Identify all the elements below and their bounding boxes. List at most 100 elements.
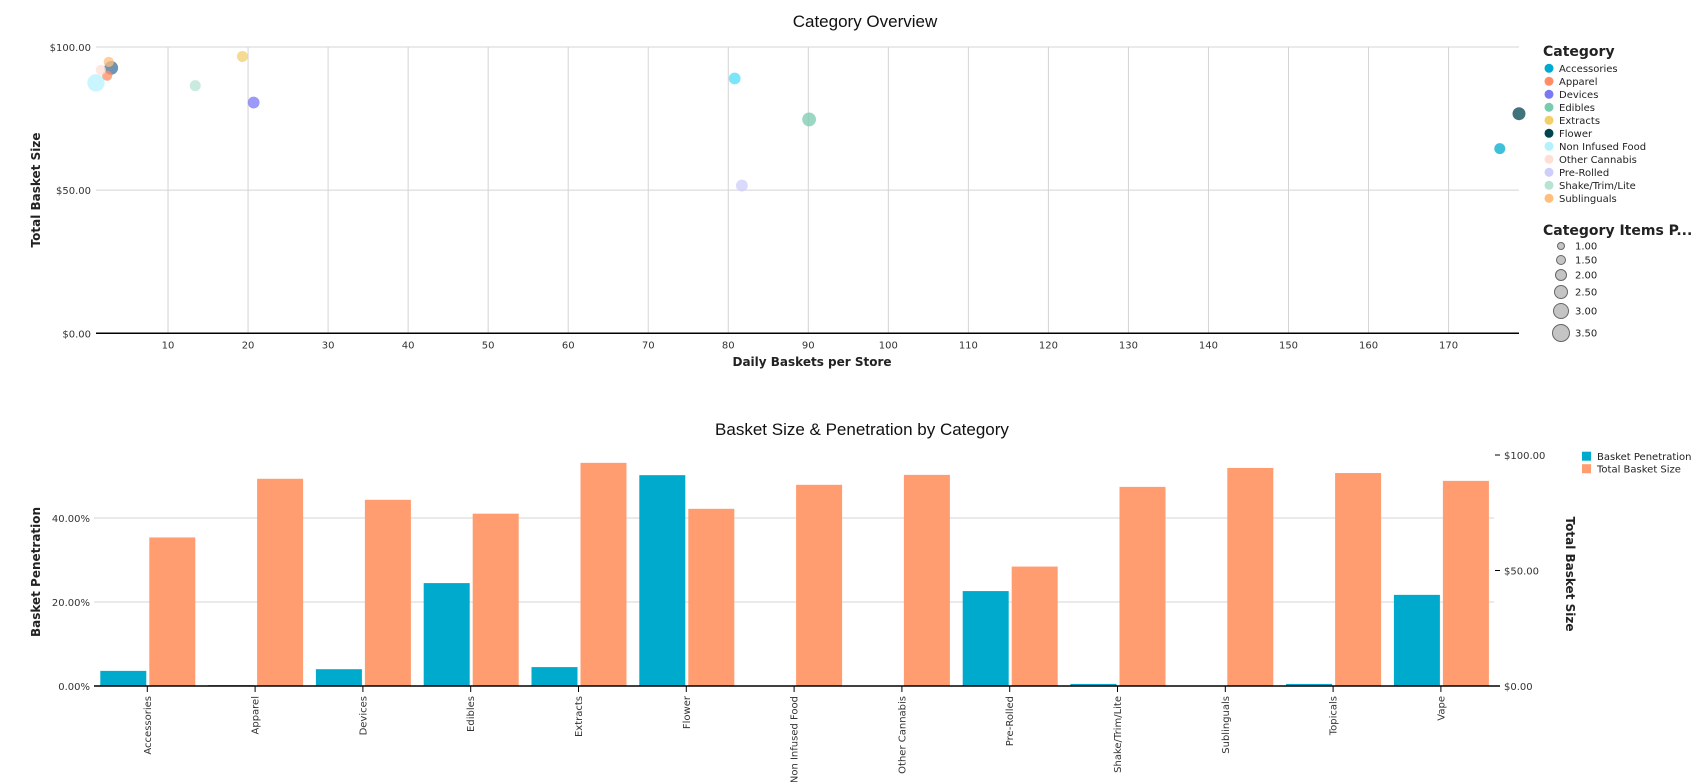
point-sublinguals (103, 56, 114, 67)
bar-total-basket-size (688, 508, 735, 686)
x-tick-label: 40 (402, 340, 415, 351)
bar-total-basket-size (903, 474, 950, 686)
legend-item-label: Basket Penetration (1597, 452, 1692, 463)
point-pre-rolled (735, 179, 748, 192)
x-tick-label: 160 (1359, 340, 1378, 351)
size-legend-label: 3.50 (1575, 329, 1597, 340)
x-tick-label: 30 (322, 340, 335, 351)
x-tick-label: 50 (482, 340, 495, 351)
category-overview-chart: Category Overview Daily Baskets per Stor… (29, 12, 1692, 369)
legend-swatch-icon (1582, 451, 1591, 461)
bar-basket-penetration (100, 670, 147, 686)
point-flower (1512, 107, 1526, 121)
legend-item-label: Shake/Trim/Lite (1559, 181, 1636, 192)
scatter-y-axis-label: Total Basket Size (29, 133, 43, 248)
bar-total-basket-size (1011, 566, 1058, 686)
category-label: Vape (1436, 696, 1447, 721)
category-label: Non Infused Food (790, 696, 801, 782)
legend-item-label: Devices (1559, 90, 1598, 101)
legend-item-label: Accessories (1559, 64, 1618, 75)
size-legend-circle-icon (1557, 242, 1565, 250)
x-tick-label: 20 (242, 340, 255, 351)
category-label: Accessories (143, 696, 154, 755)
x-tick-label: 130 (1119, 340, 1138, 351)
legend-item-label: Non Infused Food (1559, 142, 1646, 153)
point-devices (247, 96, 260, 109)
x-tick-label: 170 (1439, 340, 1458, 351)
x-tick-label: 80 (722, 340, 735, 351)
size-legend-circle-icon (1556, 255, 1566, 265)
bar-right-axis-label: Total Basket Size (1563, 517, 1577, 632)
size-legend-circle-icon (1552, 324, 1570, 342)
legend-swatch-icon (1582, 464, 1591, 474)
y-tick-label: $100.00 (50, 43, 91, 54)
size-legend-circle-icon (1555, 269, 1567, 281)
bar-total-basket-size (472, 513, 519, 686)
legend-swatch-icon (1544, 141, 1554, 151)
legend-item-label: Edibles (1559, 103, 1595, 114)
bar-basket-penetration (1070, 683, 1117, 686)
y-tick-label: $0.00 (62, 329, 91, 340)
legend-swatch-icon (1544, 154, 1554, 164)
legend-swatch-icon (1544, 89, 1554, 99)
category-label: Other Cannabis (897, 696, 908, 774)
x-tick-label: 120 (1039, 340, 1058, 351)
legend-item-label: Extracts (1559, 116, 1600, 127)
left-y-tick-label: 0.00% (58, 682, 90, 693)
legend-item-label: Apparel (1559, 77, 1598, 88)
bar-basket-penetration (962, 591, 1009, 686)
category-label: Apparel (251, 696, 262, 735)
x-tick-label: 70 (642, 340, 655, 351)
scatter-x-axis-label: Daily Baskets per Store (732, 355, 891, 369)
x-tick-label: 10 (162, 340, 175, 351)
bar-basket-penetration (639, 475, 686, 686)
legend-item-label: Total Basket Size (1596, 465, 1681, 476)
legend-swatch-icon (1544, 115, 1554, 125)
basket-size-penetration-chart: Basket Size & Penetration by Category Ba… (29, 420, 1692, 782)
color-legend-title: Category (1543, 44, 1615, 60)
right-y-tick-label: $0.00 (1504, 682, 1533, 693)
bar-left-axis-label: Basket Penetration (29, 507, 43, 637)
bar-basket-penetration (423, 583, 470, 686)
legend-item-label: Pre-Rolled (1559, 168, 1609, 179)
legend-swatch-icon (1544, 193, 1554, 203)
bar-total-basket-size (1227, 467, 1274, 686)
size-legend-label: 3.00 (1575, 307, 1597, 318)
legend-swatch-icon (1544, 102, 1554, 112)
bar-total-basket-size (796, 484, 843, 686)
size-legend-label: 1.00 (1575, 242, 1597, 253)
legend-swatch-icon (1544, 167, 1554, 177)
legend-item-label: Flower (1559, 129, 1593, 140)
x-tick-label: 100 (879, 340, 898, 351)
category-label: Pre-Rolled (1005, 696, 1016, 746)
point-non-infused-food (87, 74, 105, 92)
bar-basket-penetration (1393, 594, 1440, 686)
point-accessories (1494, 143, 1506, 155)
size-legend-label: 1.50 (1575, 256, 1597, 267)
x-tick-label: 60 (562, 340, 575, 351)
right-y-tick-label: $100.00 (1504, 451, 1545, 462)
bar-total-basket-size (257, 478, 304, 686)
legend-swatch-icon (1544, 76, 1554, 86)
bar-total-basket-size (1119, 486, 1166, 686)
bar-basket-penetration (1286, 683, 1333, 686)
x-tick-label: 150 (1279, 340, 1298, 351)
size-legend-circle-icon (1553, 303, 1569, 319)
scatter-title: Category Overview (793, 12, 938, 31)
right-y-tick-label: $50.00 (1504, 567, 1539, 578)
point-edibles (802, 112, 817, 127)
legend-item-label: Other Cannabis (1559, 155, 1637, 166)
bar-total-basket-size (1335, 473, 1382, 686)
category-label: Edibles (466, 696, 477, 732)
size-legend-label: 2.50 (1575, 288, 1597, 299)
left-y-tick-label: 20.00% (52, 598, 90, 609)
size-legend-circle-icon (1554, 285, 1568, 299)
x-tick-label: 90 (802, 340, 815, 351)
legend-swatch-icon (1544, 63, 1554, 73)
bar-total-basket-size (364, 499, 411, 686)
legend-swatch-icon (1544, 180, 1554, 190)
y-tick-label: $50.00 (56, 186, 91, 197)
point-vape (728, 72, 741, 85)
size-legend-label: 2.00 (1575, 271, 1597, 282)
